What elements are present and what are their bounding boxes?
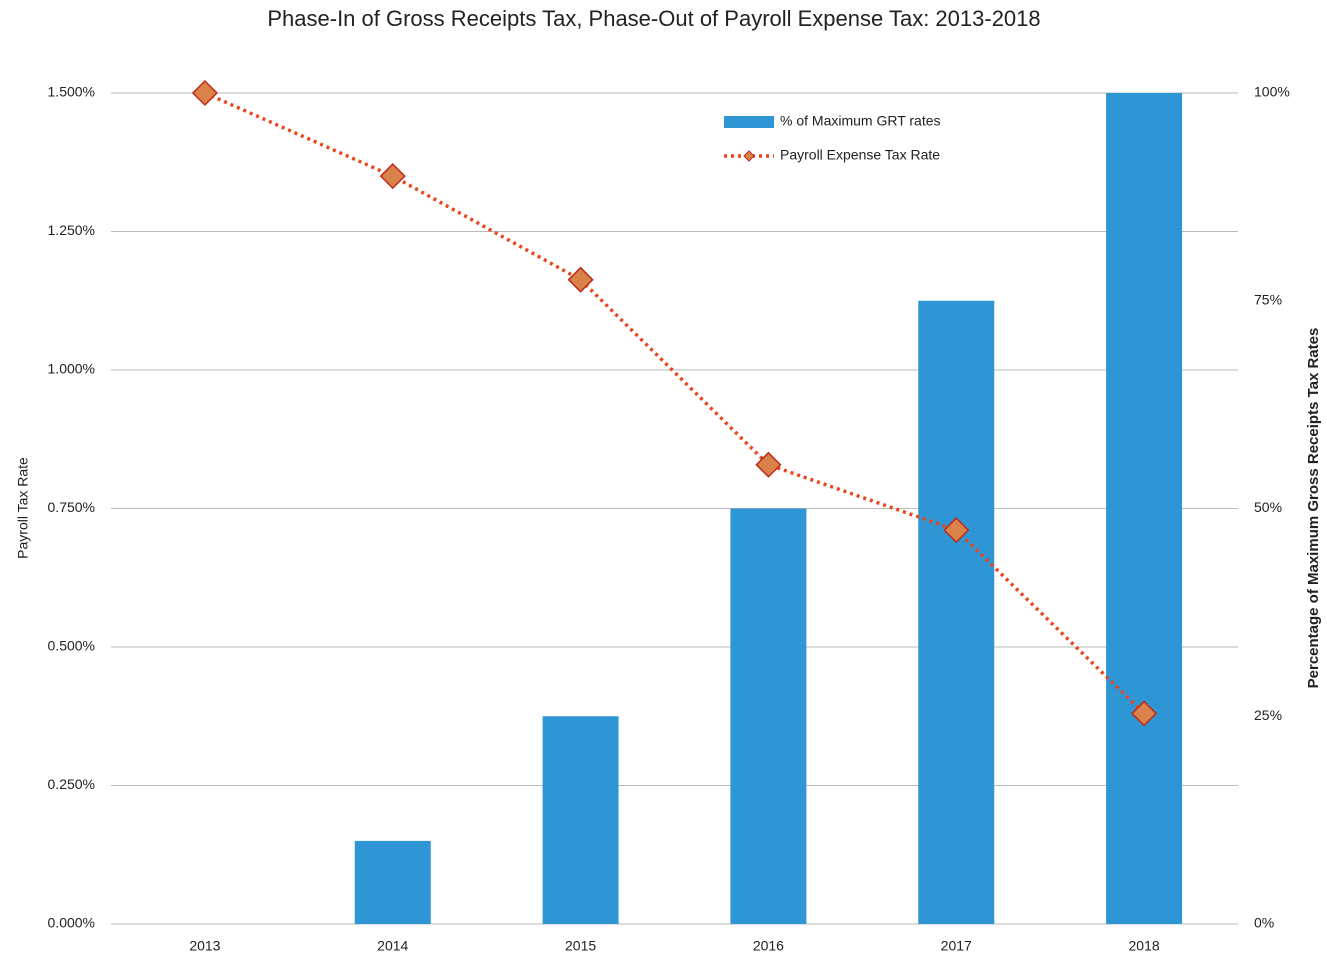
y-tick-label: 0.750% (48, 499, 95, 515)
chart-title: Phase-In of Gross Receipts Tax, Phase-Ou… (267, 6, 1040, 31)
legend-swatch (724, 116, 774, 128)
y-tick-label: 1.250% (48, 222, 95, 238)
y2-tick-label: 50% (1254, 499, 1282, 515)
y2-tick-label: 100% (1254, 84, 1290, 100)
y2-tick-label: 25% (1254, 707, 1282, 723)
x-tick-label: 2016 (753, 938, 784, 954)
legend-marker (743, 150, 755, 162)
y-axis-label: Payroll Tax Rate (15, 457, 31, 559)
bar (542, 716, 619, 924)
bar (1106, 93, 1183, 924)
line-marker (567, 266, 594, 293)
y2-axis-label: Percentage of Maximum Gross Receipts Tax… (1305, 328, 1322, 689)
line-marker (1131, 700, 1158, 727)
legend-label: Payroll Expense Tax Rate (780, 147, 940, 163)
x-tick-label: 2015 (565, 938, 596, 954)
y-tick-label: 1.000% (48, 361, 95, 377)
y-tick-label: 0.000% (48, 915, 95, 931)
line-marker (755, 451, 782, 478)
bar (730, 508, 807, 924)
legend-label: % of Maximum GRT rates (780, 113, 941, 129)
x-tick-label: 2018 (1129, 938, 1160, 954)
y-tick-label: 1.500% (48, 84, 95, 100)
x-tick-label: 2017 (941, 938, 972, 954)
y-tick-label: 0.250% (48, 776, 95, 792)
x-tick-label: 2014 (377, 938, 408, 954)
line-marker (191, 79, 218, 107)
x-tick-label: 2013 (189, 938, 220, 954)
line (204, 91, 1146, 715)
y2-tick-label: 0% (1254, 915, 1274, 931)
y-tick-label: 0.500% (48, 638, 95, 654)
line-marker (379, 163, 406, 190)
bar (918, 300, 995, 924)
line-marker (943, 517, 970, 544)
bar (354, 840, 431, 924)
y2-tick-label: 75% (1254, 291, 1282, 307)
